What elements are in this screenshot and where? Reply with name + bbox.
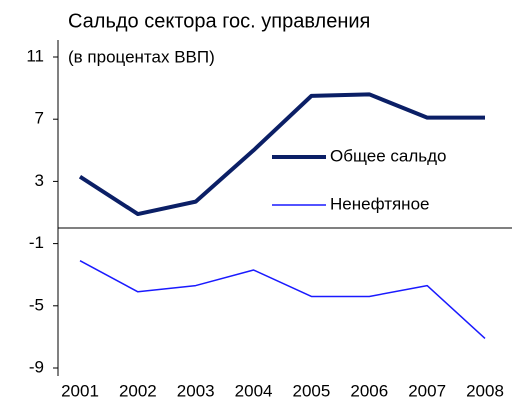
y-tick-label: 7	[35, 109, 44, 128]
y-tick-label: 3	[35, 171, 44, 190]
x-tick-label: 2001	[61, 381, 99, 400]
series-line	[79, 260, 486, 340]
y-tick-label: -1	[29, 233, 44, 252]
x-tick-label: 2007	[408, 381, 446, 400]
x-tick-label: 2003	[177, 381, 215, 400]
chart-title: Сальдо сектора гос. управления	[68, 10, 370, 32]
legend-label: Ненефтяное	[330, 194, 429, 213]
chart-subtitle: (в процентах ВВП)	[68, 47, 215, 66]
y-tick-label: -5	[29, 295, 44, 314]
x-tick-label: 2004	[235, 381, 273, 400]
x-tick-label: 2002	[119, 381, 157, 400]
x-tick-label: 2006	[350, 381, 388, 400]
y-tick-label: 11	[26, 46, 44, 65]
legend-label: Общее сальдо	[330, 146, 447, 165]
x-tick-label: 2005	[293, 381, 331, 400]
y-tick-label: -9	[29, 357, 44, 376]
series-line	[78, 92, 485, 217]
x-tick-label: 2008	[466, 381, 504, 400]
